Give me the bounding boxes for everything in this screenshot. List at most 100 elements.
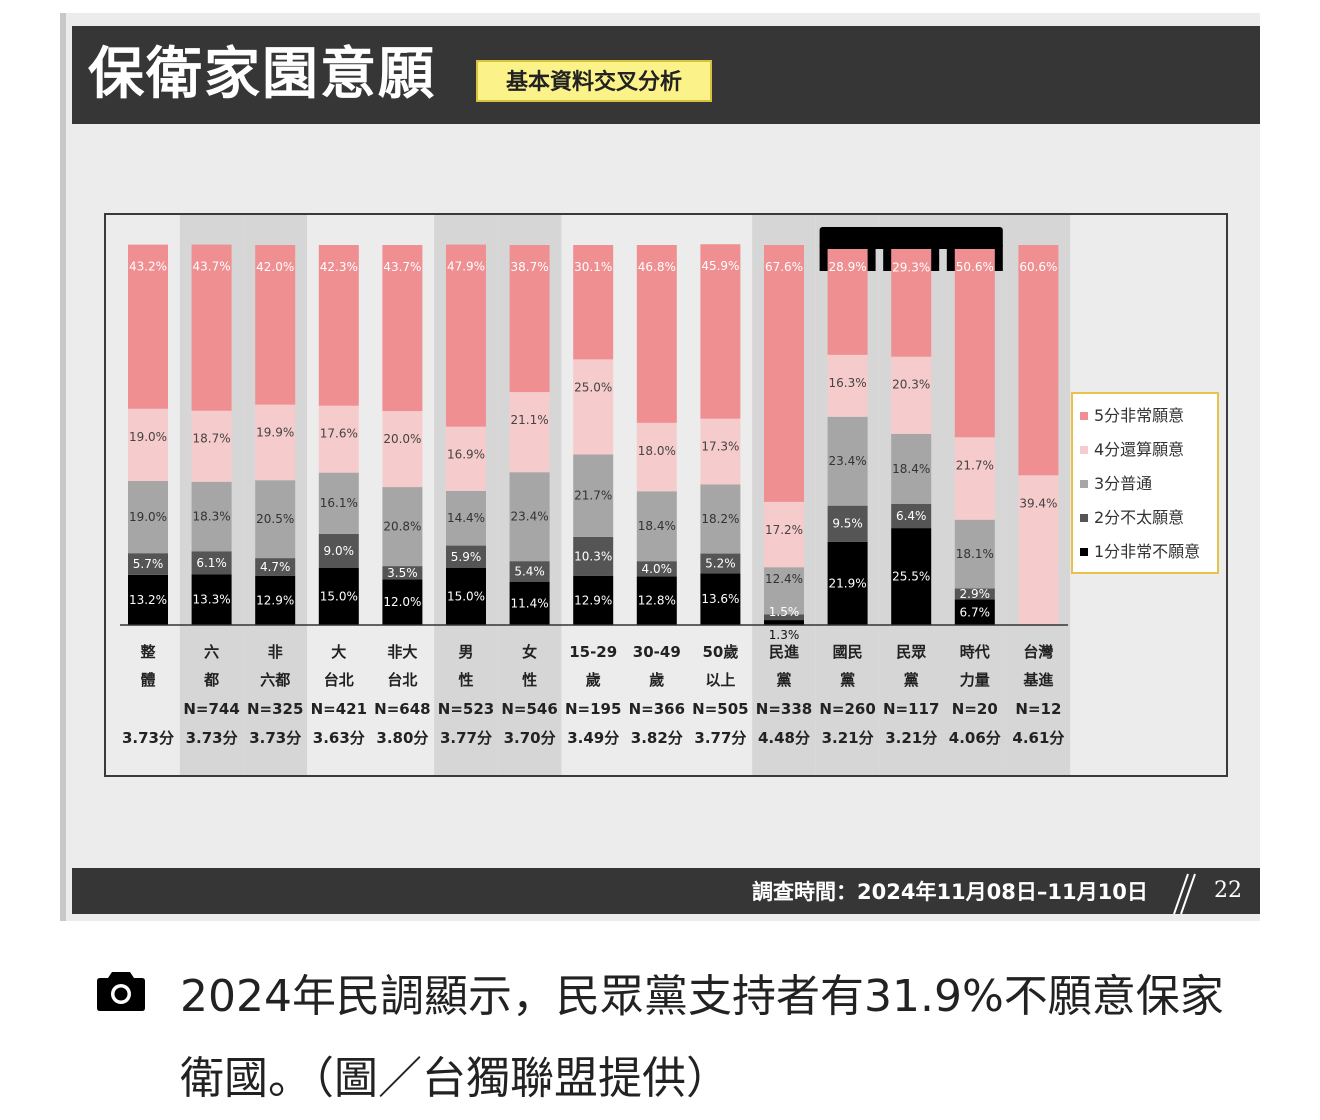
category-label: 力量 xyxy=(960,671,990,689)
score-label: 3.77分 xyxy=(440,729,492,747)
bar-segment xyxy=(891,245,932,357)
data-label: 5.7% xyxy=(133,557,164,571)
sample-size-label: N=325 xyxy=(247,700,303,718)
data-label: 18.1% xyxy=(956,547,994,561)
data-label: 25.0% xyxy=(574,380,612,394)
bar-segment xyxy=(891,528,932,625)
score-label: 3.82分 xyxy=(631,729,683,747)
bracket-leg xyxy=(867,245,876,271)
category-label: 民眾 xyxy=(896,643,926,661)
sample-size-label: N=744 xyxy=(183,700,239,718)
score-label: 3.63分 xyxy=(313,729,365,747)
legend-label: 1分非常不願意 xyxy=(1094,542,1200,561)
bar-segment xyxy=(509,581,550,625)
score-label: 3.73分 xyxy=(186,729,238,747)
bar-segment xyxy=(1018,245,1059,476)
bar-segment xyxy=(446,244,486,427)
bar-segment xyxy=(954,519,995,589)
category-label: 以上 xyxy=(705,671,735,689)
legend-label: 4分還算願意 xyxy=(1094,440,1184,459)
data-label: 2.9% xyxy=(960,587,991,601)
data-label: 21.9% xyxy=(829,576,867,590)
bar-segment xyxy=(573,359,614,455)
bar-segment xyxy=(891,356,932,434)
data-label: 30.1% xyxy=(574,260,612,274)
bar-segment xyxy=(446,568,486,625)
data-label: 14.4% xyxy=(447,511,485,525)
bracket-leg xyxy=(819,245,828,271)
sample-size-label: N=117 xyxy=(883,700,939,718)
score-label: 3.73分 xyxy=(249,729,301,747)
page-number: 22 xyxy=(1214,878,1242,903)
data-label: 12.4% xyxy=(765,572,803,586)
category-label: 黨 xyxy=(904,671,919,689)
bar-segment xyxy=(700,484,741,554)
category-label: 性 xyxy=(458,671,473,689)
bar-segment xyxy=(636,491,677,562)
sample-size-label: N=195 xyxy=(565,700,621,718)
bar-segment xyxy=(573,454,614,537)
category-label: 30-49 xyxy=(633,643,681,661)
bar-segment xyxy=(764,614,804,621)
data-label: 28.9% xyxy=(829,260,867,274)
data-label: 23.4% xyxy=(829,454,867,468)
category-label: 民進 xyxy=(769,643,800,661)
data-label: 5.2% xyxy=(705,556,736,570)
bar-segment xyxy=(827,245,868,355)
category-label: 六 xyxy=(204,643,219,661)
bar-segment xyxy=(446,490,486,546)
bar-segment xyxy=(509,245,550,393)
data-label: 21.7% xyxy=(956,458,994,472)
data-label: 13.2% xyxy=(129,593,167,607)
category-label: 大 xyxy=(331,643,346,661)
data-label: 16.1% xyxy=(320,496,358,510)
data-label: 50.6% xyxy=(956,260,994,274)
bar-segment xyxy=(764,501,804,568)
data-label: 19.0% xyxy=(129,510,167,524)
bar-segment xyxy=(764,245,804,502)
data-label: 43.7% xyxy=(193,260,231,274)
score-label: 3.49分 xyxy=(567,729,619,747)
sample-size-label: N=260 xyxy=(819,700,875,718)
stacked-bar-chart: 13.2% 13.3% 12.9% 15.0% 12.0% 15.0% 11.4% 12.9%… xyxy=(120,215,1219,775)
bar-segment xyxy=(255,558,296,576)
data-label: 29.3% xyxy=(892,260,930,274)
bar-segment xyxy=(128,553,168,575)
category-label: 女 xyxy=(522,643,537,661)
score-label: 3.21分 xyxy=(822,729,874,747)
data-label: 5.9% xyxy=(451,550,482,564)
category-label: 台北 xyxy=(324,671,354,689)
bar-segment xyxy=(764,567,804,615)
bar-segment xyxy=(509,392,550,473)
data-label: 12.9% xyxy=(574,593,612,607)
bar-segment xyxy=(255,575,296,625)
data-label: 20.8% xyxy=(383,520,421,534)
score-label: 3.77分 xyxy=(694,729,746,747)
category-label: 台北 xyxy=(387,671,417,689)
bracket-leg xyxy=(883,245,892,271)
bar-segment xyxy=(191,244,232,411)
bar-segment xyxy=(636,422,677,492)
legend-box xyxy=(1071,392,1219,574)
category-label: 基進 xyxy=(1022,671,1054,689)
legend-label: 2分不太願意 xyxy=(1094,508,1184,527)
data-label: 38.7% xyxy=(511,260,549,274)
category-label: 黨 xyxy=(840,671,855,689)
category-label: 台灣 xyxy=(1023,643,1053,661)
data-label: 20.0% xyxy=(383,432,421,446)
bar-segment xyxy=(827,505,868,542)
category-label: 50歲 xyxy=(702,643,738,661)
category-label: 非大 xyxy=(387,643,417,661)
data-label: 42.0% xyxy=(256,260,294,274)
data-label: 39.4% xyxy=(1019,496,1057,510)
slide-subtitle: 基本資料交叉分析 xyxy=(476,60,712,102)
bar-segment xyxy=(318,472,359,534)
data-label: 21.1% xyxy=(511,413,549,427)
category-label: 時代 xyxy=(960,643,990,661)
data-label: 1.5% xyxy=(769,605,800,619)
data-label: 18.4% xyxy=(892,462,930,476)
bracket-leg xyxy=(946,245,955,271)
sample-size-label: N=505 xyxy=(692,700,748,718)
sample-size-label: N=12 xyxy=(1015,700,1061,718)
sample-size-label: N=421 xyxy=(311,700,367,718)
